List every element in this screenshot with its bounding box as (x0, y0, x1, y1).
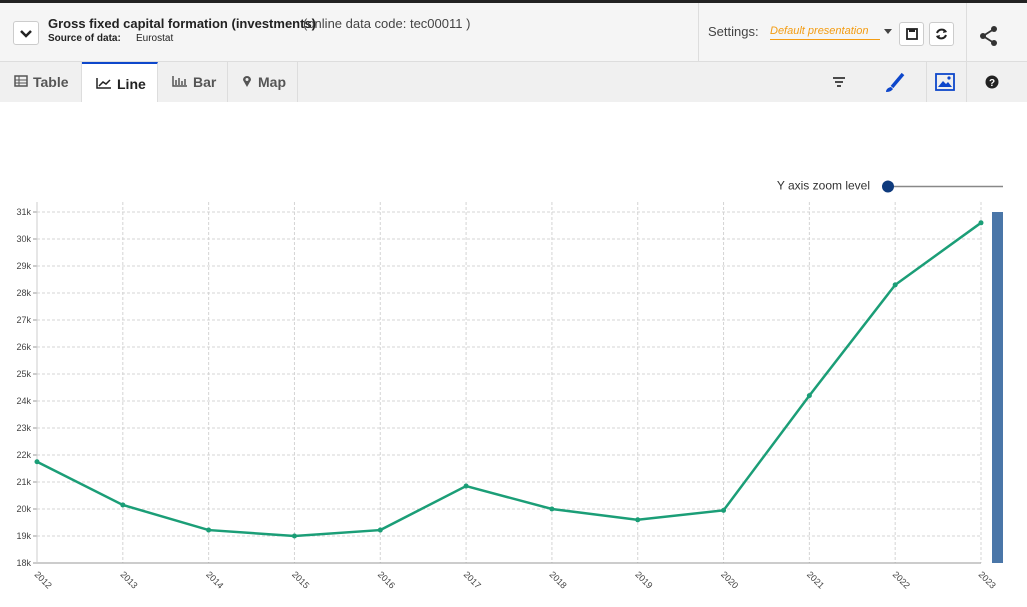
style-button[interactable] (884, 72, 906, 94)
point (549, 506, 555, 512)
save-icon (906, 28, 918, 40)
chart: Y axis zoom level 18k 19k 20k 21k 22k 23k 24k 2… (16, 179, 1003, 591)
svg-text:?: ? (989, 78, 995, 89)
x-tick-label: 2015 (290, 569, 311, 590)
dropdown-arrow (884, 29, 892, 34)
y-tick-label: 26k (16, 342, 31, 352)
table-tab[interactable]: Table (0, 62, 82, 102)
settings-label: Settings: (708, 24, 759, 39)
y-tick-label: 25k (16, 369, 31, 379)
collapse-button[interactable] (13, 21, 39, 45)
data-code: (online data code: tec00011 ) (303, 16, 471, 31)
line-icon (96, 78, 111, 89)
x-tick-label: 2020 (719, 569, 740, 590)
y-tick-label: 22k (16, 450, 31, 460)
tab-label: Map (258, 74, 286, 90)
y-tick-label: 30k (16, 234, 31, 244)
title: Gross fixed capital formation (investmen… (48, 16, 317, 31)
y-tick-label: 23k (16, 423, 31, 433)
refresh-icon (936, 28, 947, 40)
zoom-range-bar[interactable] (992, 212, 1003, 563)
y-tick-label: 24k (16, 396, 31, 406)
x-tick-label: 2019 (633, 569, 654, 590)
help-button[interactable]: ? (985, 75, 999, 89)
y-tick-label: 29k (16, 261, 31, 271)
source: Eurostat (136, 33, 174, 44)
y-tick-label: 21k (16, 477, 31, 487)
y-tick-label: 18k (16, 558, 31, 568)
header-bar: Gross fixed capital formation (investmen… (0, 0, 1027, 62)
point (978, 220, 984, 226)
y-tick-label: 31k (16, 207, 31, 217)
x-tick-label: 2012 (33, 569, 54, 590)
tab-bar: Table Line Bar Map ? (0, 62, 1027, 102)
x-tick-label: 2018 (547, 569, 568, 590)
point (892, 282, 898, 288)
point (291, 533, 297, 539)
line-tab[interactable]: Line (82, 62, 158, 102)
point (806, 393, 812, 399)
y-tick-label: 27k (16, 315, 31, 325)
settings-dropdown[interactable]: Default presentation (770, 25, 880, 40)
x-tick-label: 2013 (118, 569, 139, 590)
x-tick-label: 2021 (805, 569, 826, 590)
tab-label: Table (33, 74, 69, 90)
divider (698, 3, 699, 62)
save-button[interactable] (899, 22, 924, 46)
point (206, 527, 212, 533)
zoom-label: Y axis zoom level (777, 179, 870, 193)
share-button[interactable] (978, 25, 1000, 47)
map-tab[interactable]: Map (228, 62, 298, 102)
y-tick-label: 28k (16, 288, 31, 298)
x-tick-label: 2016 (376, 569, 397, 590)
map-icon (243, 76, 251, 87)
line (36, 221, 982, 538)
point (463, 483, 469, 489)
tab-label: Bar (193, 74, 217, 90)
chevron-icon (20, 30, 32, 38)
point (721, 507, 727, 513)
point (120, 502, 126, 508)
point (377, 527, 383, 533)
zoom-slider-handle[interactable] (882, 180, 894, 193)
source-label: Source of data: (48, 33, 121, 44)
y-tick-label: 20k (16, 504, 31, 514)
point (34, 459, 40, 465)
table-icon (14, 75, 28, 87)
divider (966, 3, 967, 62)
divider (966, 62, 967, 102)
x-tick-label: 2022 (891, 569, 912, 590)
bar-tab[interactable]: Bar (158, 62, 228, 102)
x-tick-label: 2023 (977, 569, 998, 590)
x-tick-label: 2017 (462, 569, 483, 590)
filter-button[interactable] (832, 77, 846, 87)
refresh-button[interactable] (929, 22, 954, 46)
image-button[interactable] (935, 73, 955, 91)
y-tick-label: 19k (16, 531, 31, 541)
divider (926, 62, 927, 102)
point (635, 517, 641, 523)
bar-icon (172, 76, 187, 87)
x-tick-label: 2014 (204, 569, 225, 590)
tab-label: Line (117, 76, 146, 92)
